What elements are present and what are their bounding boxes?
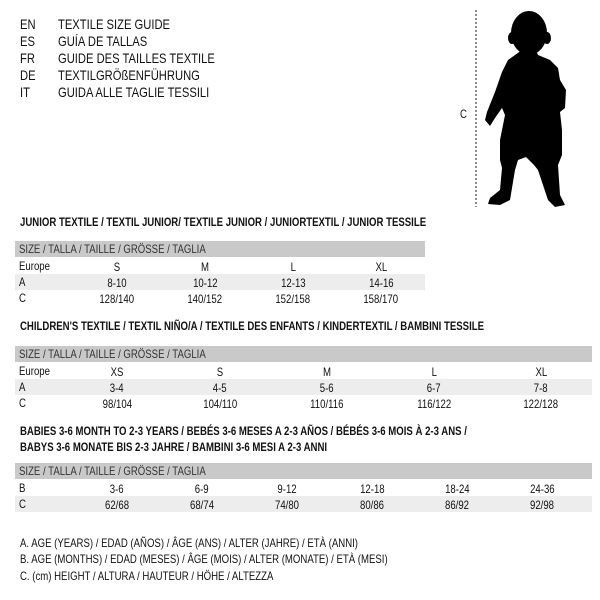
table-row: B 3-6 6-9 9-12 12-18 18-24 24-36 [19, 481, 555, 496]
babies-section-title: BABIES 3-6 MONTH TO 2-3 YEARS / BEBÉS 3-… [20, 424, 467, 438]
lang-title: TEXTILE SIZE GUIDE [58, 16, 171, 32]
legend-b: B. AGE (MONTHS) / EDAD (MESES) / ÂGE (MO… [20, 552, 388, 566]
table-row: Europe XS S M L XL [19, 364, 547, 379]
children-section-title: CHILDREN'S TEXTILE / TEXTIL NIÑO/A / TEX… [20, 319, 485, 333]
lang-code: DE [20, 67, 36, 83]
child-silhouette-icon [475, 10, 566, 207]
junior-section-title: JUNIOR TEXTILE / TEXTIL JUNIOR/ TEXTILE … [20, 215, 427, 229]
table-row: C 62/68 68/74 74/80 80/86 86/92 92/98 [15, 496, 592, 512]
children-size-table: SIZE / TALLA / TAILLE / GRÖSSE / TAGLIA … [15, 346, 592, 411]
lang-title: GUÍA DE TALLAS [58, 33, 148, 49]
table-row: A 8-10 10-12 12-13 14-16 [15, 274, 425, 290]
lang-code: EN [20, 16, 36, 32]
lang-code: ES [20, 33, 35, 49]
lang-title: GUIDA ALLE TAGLIE TESSILI [58, 84, 210, 100]
junior-size-table: SIZE / TALLA / TAILLE / GRÖSSE / TAGLIA … [15, 241, 425, 306]
table-row: A 3-4 4-5 5-6 6-7 7-8 [15, 379, 592, 395]
table-row: C 98/104 104/110 110/116 116/122 122/128 [19, 396, 559, 411]
lang-title: GUIDE DES TAILLES TEXTILE [58, 50, 215, 66]
table-header: SIZE / TALLA / TAILLE / GRÖSSE / TAGLIA [15, 463, 592, 479]
measure-label: C [460, 107, 467, 121]
legend-a: A. AGE (YEARS) / EDAD (AÑOS) / ÂGE (ANS)… [20, 536, 359, 550]
table-row: C 128/140 140/152 152/158 158/170 [19, 291, 399, 306]
lang-code: IT [20, 84, 30, 100]
table-header: SIZE / TALLA / TAILLE / GRÖSSE / TAGLIA [15, 346, 592, 362]
lang-title: TEXTILGRÖßENFÜHRUNG [58, 67, 200, 83]
table-row: Europe S M L XL [19, 259, 387, 274]
table-header: SIZE / TALLA / TAILLE / GRÖSSE / TAGLIA [15, 241, 425, 257]
babies-size-table: SIZE / TALLA / TAILLE / GRÖSSE / TAGLIA … [15, 463, 592, 512]
babies-section-title-line2: BABYS 3-6 MONATE BIS 2-3 JAHRE / BAMBINI… [20, 440, 328, 454]
legend-c: C. (cm) HEIGHT / ALTURA / HAUTEUR / HÖHE… [20, 569, 274, 583]
lang-code: FR [20, 50, 35, 66]
